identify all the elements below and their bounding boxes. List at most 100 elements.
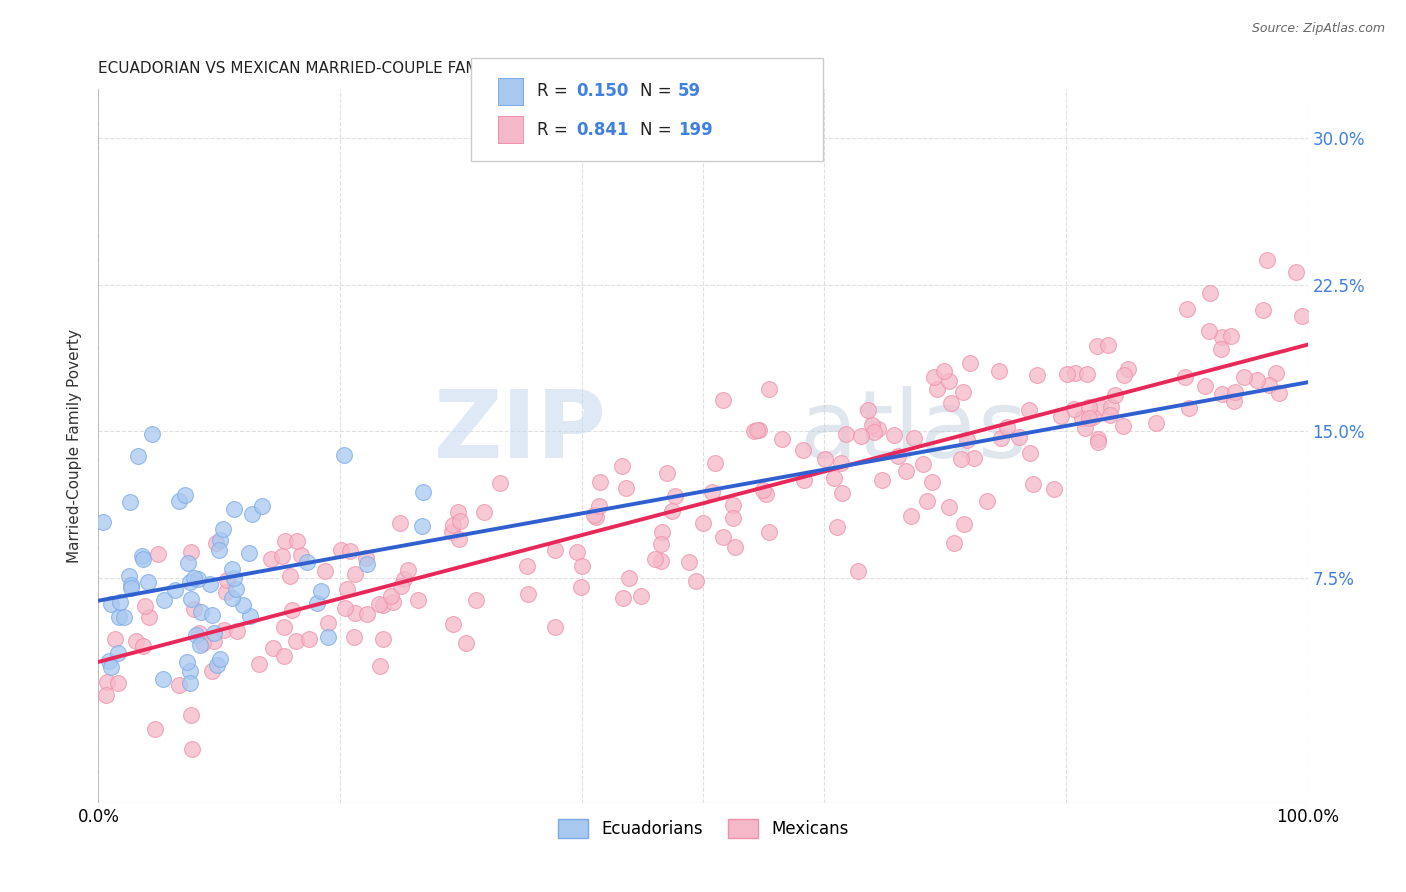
Point xyxy=(274,533,297,548)
Point xyxy=(922,370,945,384)
Point xyxy=(1098,408,1121,422)
Point xyxy=(239,608,262,623)
Point xyxy=(131,552,153,566)
Point xyxy=(440,525,463,540)
Text: 0.150: 0.150 xyxy=(576,82,628,101)
Point xyxy=(225,624,247,638)
Point xyxy=(314,564,336,578)
Point xyxy=(120,577,142,591)
Point xyxy=(118,569,141,583)
Point xyxy=(107,646,129,660)
Point xyxy=(183,602,205,616)
Point xyxy=(443,617,465,632)
Point xyxy=(454,636,477,650)
Point xyxy=(98,654,121,668)
Point xyxy=(273,620,295,634)
Point xyxy=(339,544,361,558)
Point xyxy=(1265,366,1288,380)
Point xyxy=(202,626,225,640)
Point xyxy=(1291,310,1313,324)
Point xyxy=(644,551,666,566)
Point xyxy=(212,624,235,638)
Point xyxy=(309,583,332,598)
Text: N =: N = xyxy=(640,82,676,101)
Point xyxy=(201,607,224,622)
Point xyxy=(1064,366,1087,380)
Point xyxy=(1199,285,1222,300)
Point xyxy=(222,571,245,585)
Point xyxy=(201,664,224,678)
Point xyxy=(356,551,378,566)
Point xyxy=(610,458,633,473)
Point xyxy=(700,485,723,500)
Point xyxy=(949,451,972,466)
Point xyxy=(685,574,707,589)
Point xyxy=(217,573,239,587)
Point xyxy=(1088,401,1111,415)
Point xyxy=(990,431,1012,445)
Point xyxy=(1209,343,1232,357)
Point xyxy=(1007,430,1029,444)
Point xyxy=(1258,377,1281,392)
Point xyxy=(1063,401,1085,416)
Point xyxy=(870,473,893,487)
Point xyxy=(225,582,247,596)
Point xyxy=(449,532,471,546)
Point xyxy=(181,742,204,756)
Point xyxy=(664,489,686,503)
Point xyxy=(465,593,488,607)
Point xyxy=(678,555,700,569)
Point xyxy=(177,557,200,571)
Point xyxy=(134,599,156,613)
Point xyxy=(330,543,353,558)
Text: Source: ZipAtlas.com: Source: ZipAtlas.com xyxy=(1251,22,1385,36)
Point xyxy=(1077,400,1099,414)
Point xyxy=(1246,373,1268,387)
Point xyxy=(208,652,231,666)
Point xyxy=(167,678,190,692)
Point xyxy=(724,540,747,554)
Point xyxy=(1043,482,1066,496)
Point xyxy=(238,546,260,560)
Point xyxy=(183,571,205,585)
Point xyxy=(152,672,174,686)
Point xyxy=(927,382,949,396)
Point xyxy=(1223,393,1246,408)
Point xyxy=(382,595,405,609)
Point xyxy=(120,581,142,595)
Point xyxy=(100,597,122,611)
Point xyxy=(1018,403,1040,417)
Point xyxy=(650,537,672,551)
Point xyxy=(163,583,186,598)
Point xyxy=(167,494,190,508)
Point xyxy=(96,674,118,689)
Point xyxy=(125,634,148,648)
Point xyxy=(380,589,402,603)
Point xyxy=(868,422,890,436)
Text: 0.841: 0.841 xyxy=(576,121,628,139)
Point xyxy=(846,564,869,578)
Point xyxy=(333,600,356,615)
Point xyxy=(856,402,879,417)
Text: 199: 199 xyxy=(678,121,713,139)
Point xyxy=(1026,368,1049,383)
Point xyxy=(887,449,910,463)
Point xyxy=(959,356,981,370)
Point xyxy=(91,515,114,529)
Point xyxy=(942,536,965,550)
Point xyxy=(112,609,135,624)
Point xyxy=(571,580,593,594)
Point xyxy=(371,599,394,613)
Point xyxy=(1144,416,1167,430)
Point xyxy=(1211,386,1233,401)
Point xyxy=(298,632,321,647)
Point xyxy=(136,574,159,589)
Point xyxy=(392,572,415,586)
Point xyxy=(176,655,198,669)
Point xyxy=(143,722,166,736)
Point xyxy=(388,516,411,530)
Point xyxy=(406,593,429,607)
Point xyxy=(343,567,366,582)
Point xyxy=(396,563,419,577)
Point xyxy=(721,498,744,512)
